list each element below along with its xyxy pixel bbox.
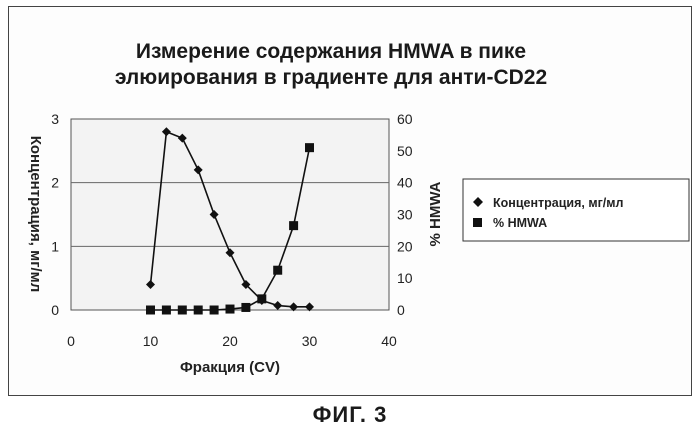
x-tick-label: 20 <box>222 333 238 349</box>
chart-frame: Измерение содержания HMWA в пике элюиров… <box>8 6 692 396</box>
right-y-tick-label: 40 <box>397 175 413 191</box>
x-axis-title: Фракция (CV) <box>180 359 280 376</box>
legend-box <box>462 178 690 242</box>
left-y-tick-label: 1 <box>51 238 59 254</box>
hmwa-point <box>146 305 155 315</box>
legend-label-concentration: Концентрация, мг/мл <box>493 196 623 210</box>
concentration-point <box>273 301 283 311</box>
right-y-axis-title: % HMWA <box>427 181 444 246</box>
concentration-point <box>241 280 251 290</box>
x-tick-label: 40 <box>381 333 397 349</box>
concentration-point <box>289 302 299 312</box>
legend-diamond-marker <box>473 197 483 207</box>
legend: Концентрация, мг/мл % HMWA <box>462 178 690 242</box>
left-y-tick-labels: 0 1 2 3 <box>51 111 59 318</box>
concentration-point <box>177 133 187 143</box>
hmwa-point <box>273 265 283 275</box>
right-y-tick-label: 60 <box>397 111 413 127</box>
concentration-point <box>146 280 155 290</box>
concentration-point <box>193 165 203 175</box>
right-y-tick-label: 30 <box>397 207 413 223</box>
chart-title-line-2: элюирования в градиенте для анти-CD22 <box>115 66 547 89</box>
gridlines <box>71 182 389 247</box>
x-tick-label: 30 <box>302 333 318 349</box>
legend-label-hmwa: % HMWA <box>493 216 547 230</box>
plot-area <box>70 118 390 311</box>
hmwa-point <box>225 304 235 314</box>
right-y-tick-label: 50 <box>397 143 413 159</box>
left-y-tick-label: 3 <box>51 111 59 127</box>
hmwa-point <box>161 305 171 315</box>
hmwa-point <box>177 305 187 315</box>
figure-caption: ФИГ. 3 <box>312 402 388 427</box>
hmwa-point <box>241 302 251 312</box>
legend-square-marker <box>473 218 482 227</box>
concentration-point <box>209 210 219 219</box>
concentration-point <box>161 127 171 137</box>
series-layer <box>146 127 314 315</box>
chart: Измерение содержания HMWA в пике элюиров… <box>27 40 690 376</box>
hmwa-point <box>289 221 299 231</box>
right-y-tick-label: 10 <box>397 270 413 286</box>
hmwa-point <box>305 143 314 153</box>
left-y-tick-label: 2 <box>51 175 59 191</box>
chart-title-line-1: Измерение содержания HMWA в пике <box>136 40 526 63</box>
x-tick-label: 0 <box>67 333 75 349</box>
hmwa-point <box>193 305 203 315</box>
right-y-tick-label: 20 <box>397 238 413 254</box>
concentration-point <box>305 302 314 312</box>
hmwa-point <box>209 305 219 315</box>
x-tick-label: 10 <box>143 333 159 349</box>
x-tick-labels: 0 10 20 30 40 <box>67 333 397 349</box>
hmwa-point <box>257 294 267 304</box>
left-y-tick-label: 0 <box>51 302 59 318</box>
left-y-axis-title: Концентрация, мг/мл <box>27 136 44 293</box>
right-y-tick-labels: 0 10 20 30 40 50 60 <box>397 111 413 318</box>
right-y-tick-label: 0 <box>397 302 405 318</box>
concentration-point <box>225 248 235 258</box>
